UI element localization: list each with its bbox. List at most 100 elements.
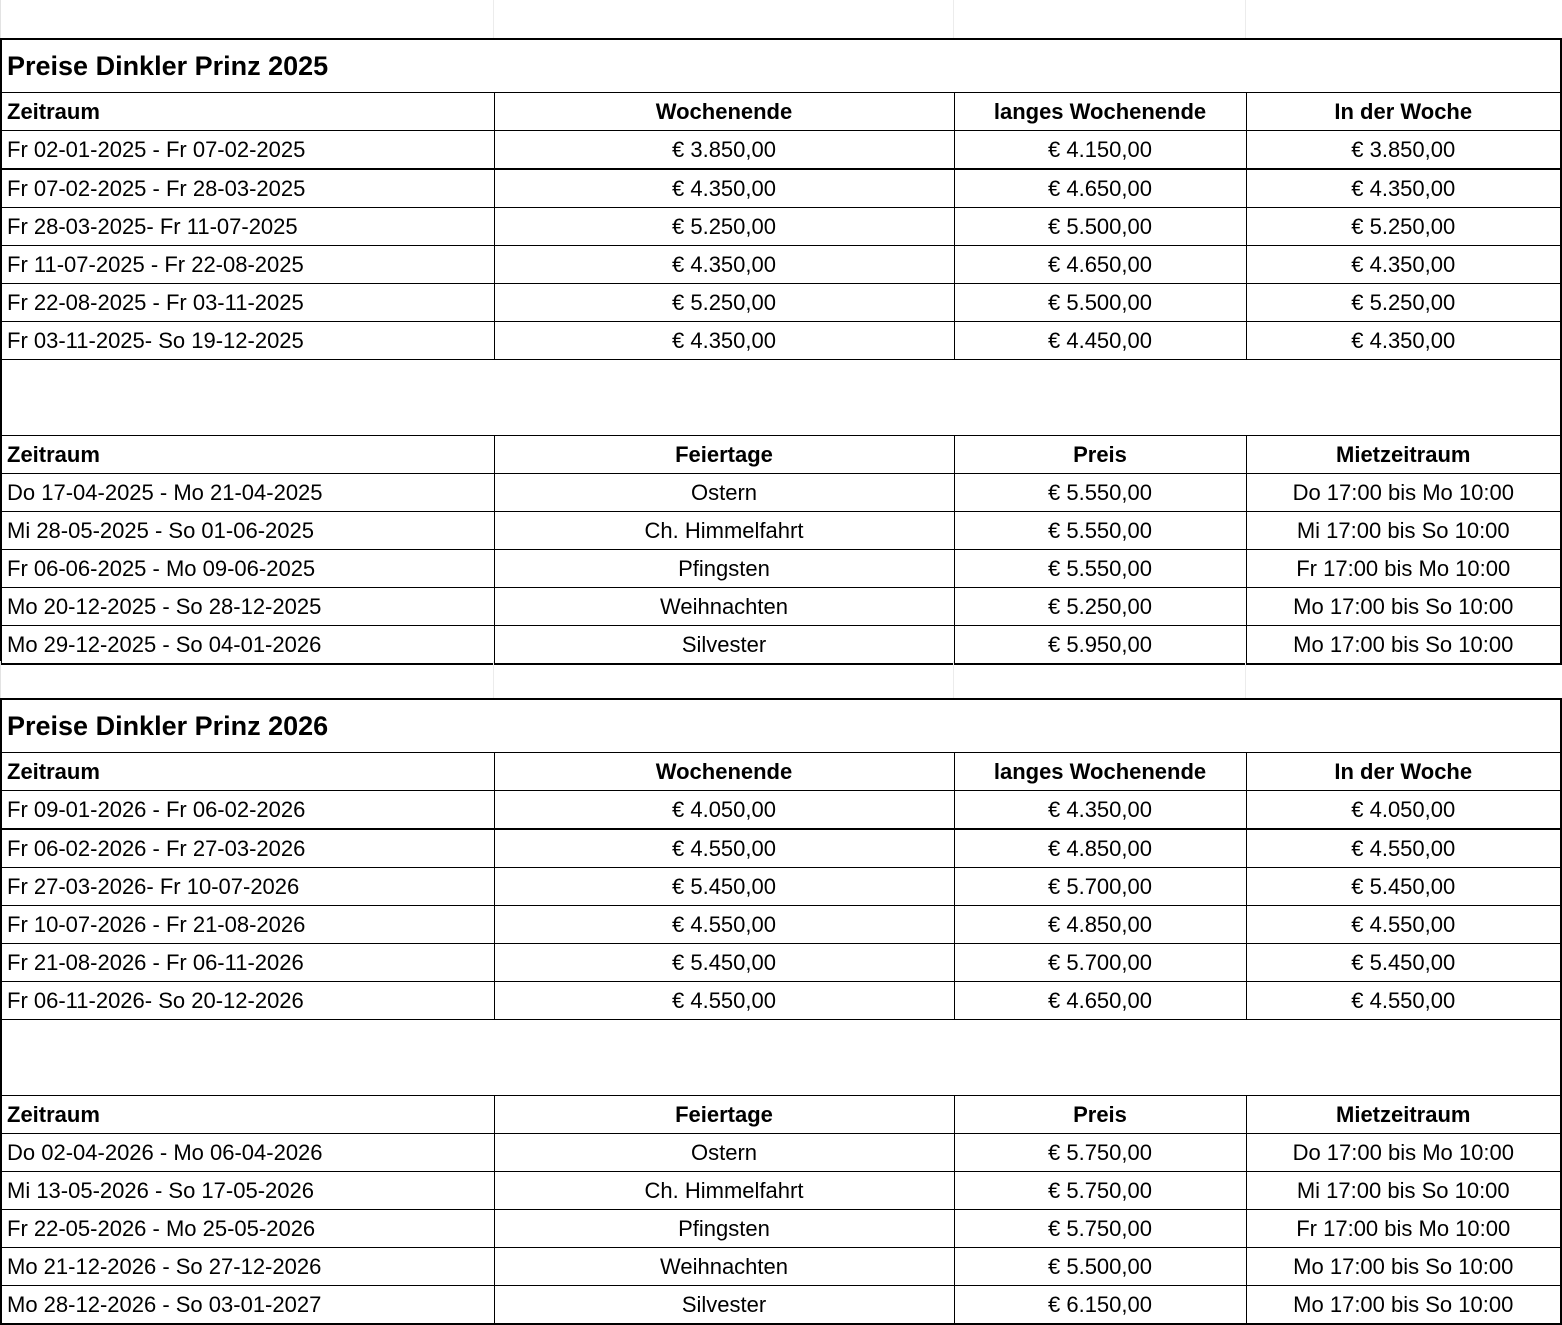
period-cell: Fr 27-03-2026- Fr 10-07-2026 (2, 867, 494, 906)
value-cell: € 5.500,00 (953, 207, 1246, 246)
table-row: Fr 09-01-2026 - Fr 06-02-2026 € 4.050,00 €… (2, 790, 1560, 829)
value-cell: € 5.450,00 (1245, 943, 1560, 982)
value-cell: Mo 17:00 bis So 10:00 (1245, 1247, 1560, 1286)
period-cell: Fr 22-05-2026 - Mo 25-05-2026 (2, 1209, 494, 1248)
value-cell: Fr 17:00 bis Mo 10:00 (1245, 1209, 1560, 1248)
value-cell: € 4.350,00 (1245, 168, 1560, 208)
table-row: Do 17-04-2025 - Mo 21-04-2025 Ostern € 5.5… (2, 473, 1560, 512)
value-cell: € 4.050,00 (493, 790, 954, 829)
empty-cell (954, 1019, 1246, 1096)
period-cell: Fr 10-07-2026 - Fr 21-08-2026 (2, 905, 494, 944)
value-cell: € 4.550,00 (493, 981, 954, 1020)
value-cell: Fr 17:00 bis Mo 10:00 (1245, 549, 1560, 588)
table-row: Fr 22-05-2026 - Mo 25-05-2026 Pfingsten € … (2, 1209, 1560, 1248)
period-cell: Mi 13-05-2026 - So 17-05-2026 (2, 1171, 494, 1210)
table-row: Mo 29-12-2025 - So 04-01-2026 Silvester € … (2, 625, 1560, 663)
price-section-2026: Preise Dinkler Prinz 2026 Zeitraum Wochene… (0, 698, 1562, 1325)
section-title: Preise Dinkler Prinz 2025 (7, 51, 329, 81)
value-cell: Silvester (493, 625, 954, 663)
season-table-header: Zeitraum Wochenende langes Wochenende In de… (2, 92, 1560, 131)
table-row: Fr 28-03-2025- Fr 11-07-2025 € 5.250,00 € … (2, 207, 1560, 246)
table-row: Fr 06-02-2026 - Fr 27-03-2026 € 4.550,00 €… (2, 828, 1560, 868)
value-cell: € 4.350,00 (493, 321, 954, 360)
value-cell: € 5.550,00 (953, 549, 1246, 588)
holiday-table-header: Zeitraum Feiertage Preis Mietzeitraum (2, 435, 1560, 474)
value-cell: € 4.550,00 (493, 828, 954, 868)
value-cell: € 5.450,00 (493, 943, 954, 982)
section-title-row: Preise Dinkler Prinz 2026 (2, 700, 1560, 753)
value-cell: € 4.350,00 (493, 168, 954, 208)
value-cell: Mo 17:00 bis So 10:00 (1245, 1285, 1560, 1323)
period-cell: Mo 29-12-2025 - So 04-01-2026 (2, 625, 494, 663)
value-cell: € 4.350,00 (1245, 245, 1560, 284)
table-row: Fr 22-08-2025 - Fr 03-11-2025 € 5.250,00 €… (2, 283, 1560, 322)
value-cell: € 4.450,00 (953, 321, 1246, 360)
value-cell: € 4.550,00 (1245, 981, 1560, 1020)
column-header: Wochenende (493, 92, 954, 131)
table-row: Fr 03-11-2025- So 19-12-2025 € 4.350,00 € … (2, 321, 1560, 360)
holiday-table-header: Zeitraum Feiertage Preis Mietzeitraum (2, 1095, 1560, 1134)
value-cell: € 5.250,00 (953, 587, 1246, 626)
column-header: Preis (953, 435, 1246, 474)
column-header: Feiertage (493, 435, 954, 474)
empty-cell (2, 1019, 494, 1096)
value-cell: Mo 17:00 bis So 10:00 (1245, 587, 1560, 626)
value-cell: € 5.700,00 (953, 943, 1246, 982)
table-row: Fr 21-08-2026 - Fr 06-11-2026 € 5.450,00 €… (2, 943, 1560, 982)
value-cell: € 5.250,00 (493, 207, 954, 246)
value-cell: € 5.750,00 (953, 1171, 1246, 1210)
price-table: Preise Dinkler Prinz 2026 Zeitraum Wochene… (2, 700, 1560, 1323)
value-cell: € 5.450,00 (493, 867, 954, 906)
value-cell: € 4.350,00 (1245, 321, 1560, 360)
period-cell: Fr 06-06-2025 - Mo 09-06-2025 (2, 549, 494, 588)
value-cell: € 4.350,00 (493, 245, 954, 284)
value-cell: € 5.750,00 (953, 1209, 1246, 1248)
value-cell: € 5.250,00 (493, 283, 954, 322)
table-row: Fr 10-07-2026 - Fr 21-08-2026 € 4.550,00 €… (2, 905, 1560, 944)
value-cell: € 4.050,00 (1245, 790, 1560, 829)
blank-row (2, 359, 1560, 436)
value-cell: Mi 17:00 bis So 10:00 (1245, 1171, 1560, 1210)
table-row: Fr 11-07-2025 - Fr 22-08-2025 € 4.350,00 €… (2, 245, 1560, 284)
period-cell: Mo 28-12-2026 - So 03-01-2027 (2, 1285, 494, 1323)
table-row: Mo 28-12-2026 - So 03-01-2027 Silvester € … (2, 1285, 1560, 1323)
value-cell: € 4.850,00 (953, 905, 1246, 944)
section-title: Preise Dinkler Prinz 2026 (7, 711, 329, 741)
value-cell: € 5.700,00 (953, 867, 1246, 906)
empty-cell (494, 1019, 954, 1096)
price-section-2025: Preise Dinkler Prinz 2025 Zeitraum Wochene… (0, 38, 1562, 665)
column-header: langes Wochenende (953, 92, 1246, 131)
period-cell: Fr 21-08-2026 - Fr 06-11-2026 (2, 943, 494, 982)
period-cell: Do 17-04-2025 - Mo 21-04-2025 (2, 473, 494, 512)
value-cell: € 4.550,00 (1245, 905, 1560, 944)
value-cell: € 5.950,00 (953, 625, 1246, 663)
blank-row (2, 1019, 1560, 1096)
period-cell: Fr 03-11-2025- So 19-12-2025 (2, 321, 494, 360)
empty-cell (494, 359, 954, 436)
table-row: Mo 20-12-2025 - So 28-12-2025 Weihnachten… (2, 587, 1560, 626)
table-row: Mi 13-05-2026 - So 17-05-2026 Ch. Himmelf… (2, 1171, 1560, 1210)
table-row: Fr 27-03-2026- Fr 10-07-2026 € 5.450,00 € … (2, 867, 1560, 906)
value-cell: € 4.850,00 (953, 828, 1246, 868)
price-table: Preise Dinkler Prinz 2025 Zeitraum Wochene… (2, 40, 1560, 663)
empty-cell (1246, 359, 1560, 436)
column-header: Preis (953, 1095, 1246, 1134)
value-cell: Mo 17:00 bis So 10:00 (1245, 625, 1560, 663)
period-cell: Fr 06-11-2026- So 20-12-2026 (2, 981, 494, 1020)
period-cell: Fr 11-07-2025 - Fr 22-08-2025 (2, 245, 494, 284)
period-cell: Mo 20-12-2025 - So 28-12-2025 (2, 587, 494, 626)
column-header: Zeitraum (2, 435, 494, 474)
value-cell: € 3.850,00 (493, 130, 954, 169)
value-cell: € 4.650,00 (953, 168, 1246, 208)
value-cell: Pfingsten (493, 549, 954, 588)
section-title-row: Preise Dinkler Prinz 2025 (2, 40, 1560, 93)
table-row: Mi 28-05-2025 - So 01-06-2025 Ch. Himmelf… (2, 511, 1560, 550)
empty-cell (2, 359, 494, 436)
column-header: Mietzeitraum (1245, 1095, 1560, 1134)
value-cell: € 5.550,00 (953, 511, 1246, 550)
empty-cell (1246, 1019, 1560, 1096)
column-header: Wochenende (493, 752, 954, 791)
value-cell: € 5.750,00 (953, 1133, 1246, 1172)
value-cell: € 4.150,00 (953, 130, 1246, 169)
value-cell: Do 17:00 bis Mo 10:00 (1245, 1133, 1560, 1172)
